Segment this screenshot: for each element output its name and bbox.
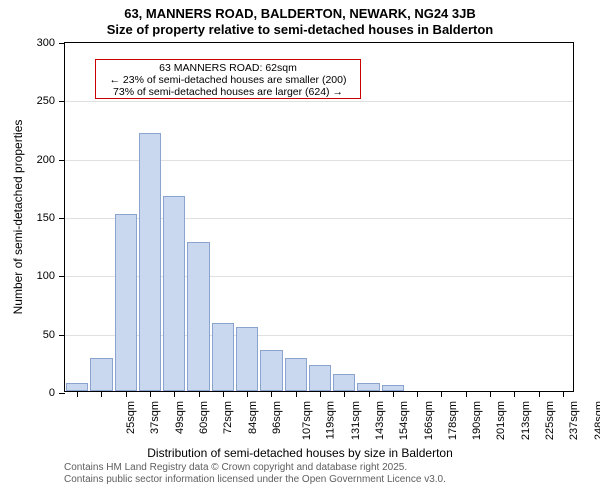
x-tick-label: 37sqm <box>149 391 161 434</box>
x-tick-mark <box>563 391 564 397</box>
x-tick-label: 25sqm <box>125 391 137 434</box>
x-tick-label: 107sqm <box>301 391 313 440</box>
x-tick-label: 60sqm <box>198 391 210 434</box>
x-axis-label: Distribution of semi-detached houses by … <box>0 446 600 460</box>
x-tick-label: 201sqm <box>496 391 508 440</box>
x-tick-mark <box>150 391 151 397</box>
x-tick-label: 96sqm <box>271 391 283 434</box>
x-tick-label: 178sqm <box>447 391 459 440</box>
y-tick-label: 300 <box>37 37 65 49</box>
x-tick-label: 190sqm <box>471 391 483 440</box>
bar <box>139 133 161 391</box>
x-tick-label: 237sqm <box>568 391 580 440</box>
y-tick-label: 0 <box>49 387 65 399</box>
annotation-line: ← 23% of semi-detached houses are smalle… <box>100 74 356 86</box>
x-tick-mark <box>77 391 78 397</box>
x-tick-mark <box>271 391 272 397</box>
x-tick-label: 84sqm <box>247 391 259 434</box>
x-tick-label: 72sqm <box>222 391 234 434</box>
bar <box>90 358 112 391</box>
x-tick-mark <box>417 391 418 397</box>
bar <box>260 350 282 391</box>
bar <box>357 383 379 391</box>
footer-line: Contains public sector information licen… <box>64 474 600 486</box>
x-tick-label: 225sqm <box>544 391 556 440</box>
y-axis-label: Number of semi-detached properties <box>11 120 25 315</box>
x-tick-label: 166sqm <box>423 391 435 440</box>
x-tick-label: 119sqm <box>325 391 337 439</box>
y-tick-label: 200 <box>37 154 65 166</box>
bar <box>285 358 307 391</box>
bar <box>236 327 258 391</box>
plot-area: 63 MANNERS ROAD: 62sqm ← 23% of semi-det… <box>64 42 574 392</box>
bar <box>333 374 355 392</box>
footer-line: Contains HM Land Registry data © Crown c… <box>64 462 600 474</box>
x-tick-mark <box>174 391 175 397</box>
x-tick-mark <box>539 391 540 397</box>
y-tick-label: 50 <box>43 329 65 341</box>
bar <box>212 323 234 391</box>
y-tick-label: 100 <box>37 270 65 282</box>
annotation-line: 63 MANNERS ROAD: 62sqm <box>100 62 356 74</box>
chart-title-line2: Size of property relative to semi-detach… <box>0 22 600 37</box>
x-tick-mark <box>369 391 370 397</box>
gridline <box>65 101 573 102</box>
x-tick-label: 213sqm <box>520 391 532 440</box>
annotation-line: 73% of semi-detached houses are larger (… <box>100 86 356 98</box>
x-tick-mark <box>490 391 491 397</box>
y-tick-label: 250 <box>37 95 65 107</box>
y-tick-label: 150 <box>37 212 65 224</box>
x-tick-mark <box>344 391 345 397</box>
x-tick-mark <box>466 391 467 397</box>
x-tick-label: 154sqm <box>398 391 410 440</box>
x-tick-mark <box>296 391 297 397</box>
x-tick-mark <box>393 391 394 397</box>
x-tick-label: 131sqm <box>350 391 362 440</box>
bar <box>309 365 331 391</box>
chart-title-line1: 63, MANNERS ROAD, BALDERTON, NEWARK, NG2… <box>0 6 600 21</box>
x-tick-mark <box>320 391 321 397</box>
x-tick-mark <box>126 391 127 397</box>
x-tick-mark <box>247 391 248 397</box>
bar <box>115 214 137 391</box>
annotation-box: 63 MANNERS ROAD: 62sqm ← 23% of semi-det… <box>95 59 361 99</box>
x-tick-label: 49sqm <box>174 391 186 434</box>
x-tick-mark <box>199 391 200 397</box>
x-tick-mark <box>441 391 442 397</box>
x-tick-mark <box>514 391 515 397</box>
x-tick-mark <box>223 391 224 397</box>
footer-attribution: Contains HM Land Registry data © Crown c… <box>64 462 600 486</box>
x-tick-label: 143sqm <box>374 391 386 440</box>
bar <box>163 196 185 391</box>
x-tick-label: 248sqm <box>593 391 600 440</box>
bar <box>187 242 209 391</box>
bar <box>66 383 88 391</box>
plot-inner: 63 MANNERS ROAD: 62sqm ← 23% of semi-det… <box>65 43 573 391</box>
x-tick-mark <box>101 391 102 397</box>
